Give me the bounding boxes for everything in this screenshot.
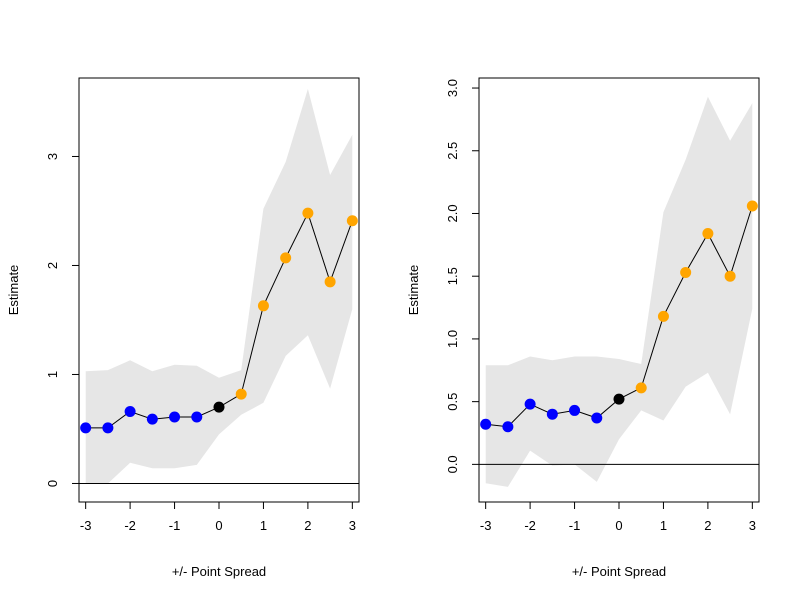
x-tick-label: -2 — [524, 518, 536, 533]
data-point — [569, 404, 581, 416]
data-point — [635, 382, 647, 394]
chart-panel-1: -3 -2 -1 0 1 2 3 0 1 2 3 +/- Point Spread Estimate — [6, 77, 360, 579]
y-tick-label: 1 — [45, 371, 60, 378]
data-point — [724, 270, 736, 282]
x-tick-label: 1 — [660, 518, 667, 533]
y-tick-label: 0.5 — [445, 393, 460, 411]
y-tick-label: 0.0 — [445, 455, 460, 473]
data-point — [102, 422, 114, 434]
x-tick-label: 0 — [615, 518, 622, 533]
data-point — [324, 276, 336, 288]
y-tick-label: 2.0 — [445, 204, 460, 222]
y-tick-label: 2.5 — [445, 142, 460, 160]
confidence-band — [485, 96, 753, 487]
data-point — [213, 401, 225, 413]
data-point — [746, 200, 758, 212]
data-point — [657, 310, 669, 322]
data-point — [346, 215, 358, 227]
x-tick-label: -2 — [124, 518, 136, 533]
data-point — [591, 412, 603, 424]
x-axis-title: +/- Point Spread — [172, 564, 266, 579]
data-point — [124, 406, 136, 418]
data-point — [502, 421, 514, 433]
y-tick-label: 1.5 — [445, 267, 460, 285]
data-point — [524, 398, 536, 410]
data-point — [191, 411, 203, 423]
data-point — [702, 228, 714, 240]
data-point — [169, 411, 181, 423]
x-tick-label: -1 — [169, 518, 181, 533]
x-tick-label: 2 — [704, 518, 711, 533]
x-tick-label: -1 — [569, 518, 581, 533]
x-tick-label: 3 — [349, 518, 356, 533]
chart-panel-2: -3 -2 -1 0 1 2 3 0.0 0.5 1.0 1.5 2.0 2.5 3.0 +/- Point… — [406, 77, 760, 579]
x-tick-label: 1 — [260, 518, 267, 533]
data-point — [80, 422, 92, 434]
y-axis-title: Estimate — [6, 265, 21, 316]
y-tick-label: 3 — [45, 153, 60, 160]
data-point — [613, 393, 625, 405]
x-tick-label: -3 — [80, 518, 92, 533]
x-tick-label: -3 — [480, 518, 492, 533]
data-point — [546, 408, 558, 420]
x-tick-label: 2 — [304, 518, 311, 533]
data-point — [480, 418, 492, 430]
y-axis-title: Estimate — [406, 265, 421, 316]
y-tick-label: 2 — [45, 262, 60, 269]
x-tick-label: 3 — [749, 518, 756, 533]
data-point — [302, 207, 314, 219]
y-tick-label: 1.0 — [445, 330, 460, 348]
x-axis-title: +/- Point Spread — [572, 564, 666, 579]
data-point — [235, 388, 247, 400]
data-point — [680, 266, 692, 278]
data-point — [257, 300, 269, 312]
confidence-band — [85, 88, 353, 484]
y-tick-label: 3.0 — [445, 79, 460, 97]
data-point — [146, 413, 158, 425]
data-point — [280, 252, 292, 264]
x-tick-label: 0 — [215, 518, 222, 533]
y-tick-label: 0 — [45, 480, 60, 487]
